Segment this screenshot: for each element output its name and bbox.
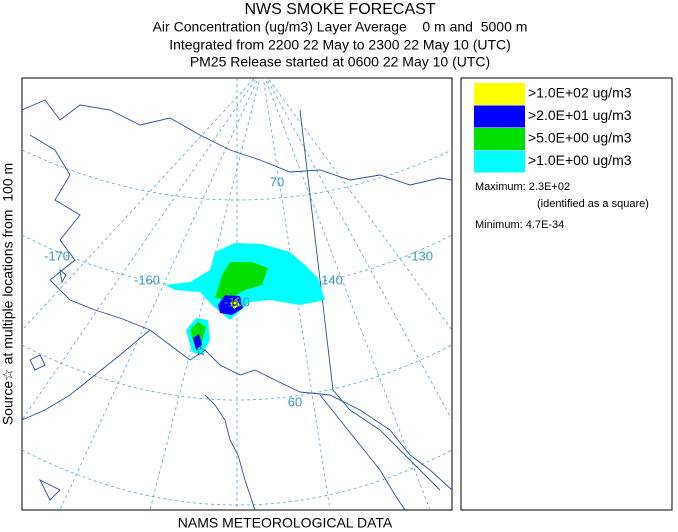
longitude-label: -170 — [44, 248, 70, 263]
source-marker: ☆ — [195, 343, 207, 358]
plume-contour — [215, 262, 268, 300]
title: NWS SMOKE FORECAST — [244, 1, 435, 18]
legend: Maximum: 2.3E+02 (identified as a square… — [460, 77, 673, 511]
longitude-label: -130 — [407, 248, 433, 263]
footer: NAMS METEOROLOGICAL DATA — [178, 515, 393, 531]
plume-contour — [193, 334, 202, 350]
subtitle: Integrated from 2200 22 May to 2300 22 M… — [169, 37, 511, 53]
longitude-label: 140 — [321, 272, 343, 287]
latitude-label: 60 — [288, 394, 302, 409]
plume-contour — [218, 295, 243, 315]
border — [299, 109, 441, 491]
minimum: Minimum: 4.7E-34 — [475, 219, 564, 231]
legend-label: >1.0E+00 ug/m3 — [528, 152, 632, 168]
longitude-label: -150 — [224, 294, 250, 309]
subtitle: PM25 Release started at 0600 22 May 10 (… — [190, 54, 490, 70]
subtitle: Air Concentration (ug/m3) Layer Average … — [153, 19, 528, 35]
longitude-label: -160 — [134, 272, 160, 287]
legend-swatch — [474, 150, 525, 173]
maximum: Maximum: 2.3E+02 — [475, 181, 570, 193]
legend-label: >1.0E+02 ug/m3 — [528, 85, 632, 101]
latitude-label: 70 — [270, 174, 284, 189]
maximum-note: (identified as a square) — [537, 198, 649, 210]
coastline — [22, 99, 452, 510]
legend-label: >2.0E+01 ug/m3 — [528, 107, 632, 123]
legend-swatch — [474, 83, 525, 105]
legend-label: >5.0E+00 ug/m3 — [528, 130, 632, 146]
map: ☆ -170 -160 -150 140 -130 70 60 — [21, 77, 453, 511]
side-label: Source☆ at multiple locations from 100 m — [0, 163, 16, 425]
graticule — [22, 78, 452, 510]
legend-swatch — [474, 105, 525, 128]
maximum-marker — [232, 300, 238, 306]
smoke-plume — [165, 243, 325, 355]
legend-swatch — [474, 128, 525, 150]
